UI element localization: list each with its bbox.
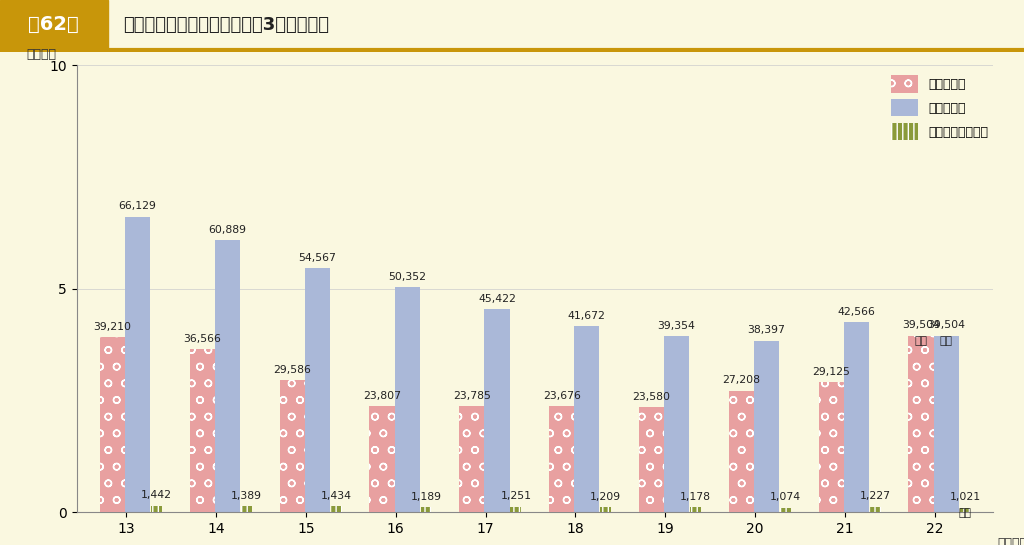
Text: 23,580: 23,580 bbox=[633, 391, 671, 402]
Text: 38,397: 38,397 bbox=[748, 325, 785, 335]
Bar bbox=[729, 391, 754, 512]
Text: 1,434: 1,434 bbox=[321, 490, 351, 500]
Text: 27,208: 27,208 bbox=[722, 376, 761, 385]
Bar bbox=[959, 508, 971, 512]
Bar bbox=[241, 506, 252, 512]
Bar bbox=[151, 506, 162, 512]
Bar bbox=[99, 337, 125, 512]
Text: 1,209: 1,209 bbox=[590, 492, 622, 501]
Bar bbox=[869, 507, 881, 512]
Bar bbox=[280, 380, 305, 512]
Text: 29,125: 29,125 bbox=[812, 367, 850, 377]
Bar bbox=[780, 507, 791, 512]
Text: 1,021: 1,021 bbox=[949, 492, 981, 502]
Text: 50,352: 50,352 bbox=[388, 272, 426, 282]
Text: 23,807: 23,807 bbox=[362, 391, 401, 401]
Bar bbox=[421, 507, 431, 512]
Bar bbox=[0, 0, 108, 52]
Bar bbox=[959, 508, 971, 512]
Bar bbox=[844, 322, 869, 512]
Text: 36,566: 36,566 bbox=[183, 334, 221, 343]
Bar bbox=[818, 382, 844, 512]
Text: 23,785: 23,785 bbox=[453, 391, 490, 401]
Bar bbox=[331, 506, 341, 512]
Bar bbox=[934, 336, 958, 512]
Bar bbox=[600, 507, 611, 512]
Text: 41,672: 41,672 bbox=[568, 311, 606, 320]
Bar bbox=[421, 507, 431, 512]
Bar bbox=[665, 336, 689, 512]
Bar bbox=[189, 349, 215, 512]
Text: 普通建設事業費の推移（その3　市町村）: 普通建設事業費の推移（その3 市町村） bbox=[123, 16, 329, 34]
Bar bbox=[600, 507, 611, 512]
Text: （兆円）: （兆円） bbox=[27, 48, 56, 61]
Text: 1,227: 1,227 bbox=[860, 492, 891, 501]
Bar bbox=[780, 507, 791, 512]
Bar bbox=[908, 336, 934, 512]
Bar bbox=[331, 506, 341, 512]
Bar bbox=[574, 326, 599, 512]
Bar bbox=[690, 507, 700, 512]
Bar bbox=[280, 380, 305, 512]
Bar bbox=[690, 507, 700, 512]
Text: 億円: 億円 bbox=[940, 336, 952, 346]
Text: 1,442: 1,442 bbox=[141, 490, 172, 500]
Text: 39,354: 39,354 bbox=[657, 321, 695, 331]
Text: 42,566: 42,566 bbox=[838, 307, 876, 317]
Bar bbox=[639, 407, 665, 512]
Bar bbox=[370, 406, 394, 512]
Bar bbox=[370, 406, 394, 512]
Bar bbox=[549, 407, 574, 512]
Text: 億円: 億円 bbox=[958, 508, 972, 518]
Bar bbox=[459, 406, 484, 512]
Bar bbox=[908, 336, 934, 512]
Text: 54,567: 54,567 bbox=[298, 253, 336, 263]
Text: 23,676: 23,676 bbox=[543, 391, 581, 401]
Bar bbox=[241, 506, 252, 512]
Text: 45,422: 45,422 bbox=[478, 294, 516, 304]
Bar bbox=[510, 507, 521, 512]
Bar bbox=[125, 217, 151, 512]
Text: 66,129: 66,129 bbox=[119, 202, 157, 211]
Text: 60,889: 60,889 bbox=[209, 225, 247, 235]
Text: 39,210: 39,210 bbox=[93, 322, 131, 332]
Bar bbox=[869, 507, 881, 512]
Text: 1,178: 1,178 bbox=[680, 492, 711, 502]
Text: 39,504: 39,504 bbox=[902, 320, 940, 330]
Bar bbox=[754, 341, 779, 512]
Bar bbox=[305, 269, 330, 512]
Text: 第62図: 第62図 bbox=[29, 15, 79, 34]
Bar bbox=[151, 506, 162, 512]
Text: （年度）: （年度） bbox=[997, 537, 1024, 545]
Text: 1,389: 1,389 bbox=[230, 490, 262, 501]
Bar bbox=[818, 382, 844, 512]
Bar bbox=[459, 406, 484, 512]
Bar bbox=[189, 349, 215, 512]
Bar bbox=[484, 310, 510, 512]
Bar bbox=[394, 287, 420, 512]
Bar bbox=[549, 407, 574, 512]
Text: 1,251: 1,251 bbox=[501, 492, 531, 501]
Bar bbox=[639, 407, 665, 512]
Text: 億円: 億円 bbox=[914, 336, 928, 346]
Bar bbox=[99, 337, 125, 512]
Text: 39,504: 39,504 bbox=[927, 320, 966, 330]
Text: 1,189: 1,189 bbox=[411, 492, 441, 501]
Legend: 補助事業費, 単独事業費, 国直轄事業負担金: 補助事業費, 単独事業費, 国直轄事業負担金 bbox=[886, 70, 993, 146]
Bar bbox=[215, 240, 240, 512]
Text: 1,074: 1,074 bbox=[770, 492, 801, 502]
Bar bbox=[510, 507, 521, 512]
Bar bbox=[729, 391, 754, 512]
Text: 29,586: 29,586 bbox=[273, 365, 311, 375]
